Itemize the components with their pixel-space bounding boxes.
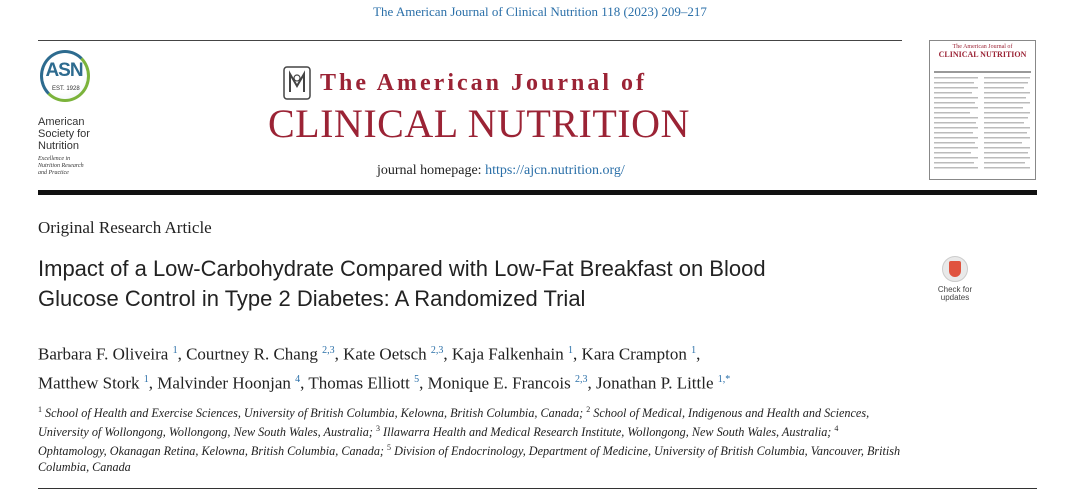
author-affiliation: 4: [295, 373, 301, 385]
asn-name-line: Society for: [38, 128, 90, 140]
author-affiliation: 1: [143, 373, 149, 385]
asn-logo-icon: [40, 50, 90, 102]
author-affiliation: 1: [691, 345, 697, 356]
author-name[interactable]: Monique E. Francois: [427, 373, 571, 393]
journal-title-line2: CLINICAL NUTRITION: [268, 101, 690, 146]
author-affiliation: 2,3: [574, 373, 588, 385]
author-affiliation: 5: [414, 373, 420, 385]
author-name[interactable]: Kara Crampton: [581, 344, 687, 364]
asn-est: EST. 1928: [52, 86, 80, 92]
author-name[interactable]: Jonathan P. Little: [595, 373, 714, 393]
asn-logo-block: ASN EST. 1928 American Society for Nutri…: [38, 50, 118, 180]
check-updates-line: Check for: [937, 285, 973, 294]
footer-rule: [38, 488, 1037, 489]
author-name[interactable]: Thomas Elliott: [308, 373, 410, 393]
asn-tagline: Excellence in Nutrition Research and Pra…: [38, 156, 118, 177]
author-name[interactable]: Matthew Stork: [38, 373, 140, 393]
affiliation-number: 4: [834, 424, 839, 434]
journal-title-line1: The American Journal of: [320, 70, 647, 96]
check-updates-label: Check for updates: [930, 286, 980, 302]
asn-name-line: Nutrition: [38, 140, 79, 152]
check-updates-line: updates: [940, 293, 970, 302]
cover-header: The American Journal of: [952, 44, 1013, 50]
affiliation-text: School of Health and Exercise Sciences, …: [45, 406, 584, 421]
affiliation-number: 2: [586, 405, 591, 414]
cover-title: CLINICAL NUTRITION: [938, 50, 1027, 59]
author-affiliation: 1,*: [717, 373, 731, 385]
asn-tagline-line: and Practice: [38, 170, 69, 176]
affiliation-text: Ophtamology, Okanagan Retina, Kelowna, B…: [38, 444, 384, 459]
affiliation-number: 5: [387, 443, 392, 453]
affiliation-number: 3: [376, 424, 380, 434]
asn-logo-text: ASN: [45, 60, 83, 81]
asn-name: American Society for Nutrition: [38, 116, 118, 152]
journal-cover-thumbnail[interactable]: The American Journal of CLINICAL NUTRITI…: [929, 40, 1036, 180]
article-title-line: Glucose Control in Type 2 Diabetes: A Ra…: [38, 286, 586, 311]
author-name[interactable]: Barbara F. Oliveira: [38, 344, 169, 364]
journal-emblem-icon: [283, 66, 311, 100]
affiliation-text: School of Medical, Indigenous and Health…: [38, 406, 870, 440]
author-affiliation: 2,3: [322, 345, 335, 356]
article-title-line: Impact of a Low-Carbohydrate Compared wi…: [38, 256, 766, 281]
homepage-link[interactable]: https://ajcn.nutrition.org/: [485, 163, 625, 178]
author-affiliation: 1: [568, 345, 574, 356]
journal-homepage: journal homepage: https://ajcn.nutrition…: [377, 163, 625, 179]
header-rule: [38, 40, 902, 41]
article-title: Impact of a Low-Carbohydrate Compared wi…: [38, 254, 918, 314]
author-name[interactable]: Malvinder Hoonjan: [157, 373, 291, 393]
affiliation-text: Illawarra Health and Medical Research In…: [383, 425, 832, 440]
author-affiliation: 2,3: [430, 345, 444, 356]
asn-tagline-line: Excellence in: [38, 156, 71, 162]
affiliation-text: Division of Endocrinology, Department of…: [38, 444, 901, 475]
affiliation-number: 1: [38, 405, 42, 414]
asn-name-line: American: [38, 116, 85, 128]
author-list: Barbara F. Oliveira 1, Courtney R. Chang…: [38, 344, 731, 393]
asn-tagline-line: Nutrition Research: [38, 163, 84, 169]
author-name[interactable]: Kaja Falkenhain: [451, 344, 564, 364]
homepage-label: journal homepage:: [377, 163, 486, 178]
affiliations: 1 School of Health and Exercise Sciences…: [38, 402, 908, 475]
journal-citation: The American Journal of Clinical Nutriti…: [373, 4, 707, 19]
author-name[interactable]: Kate Oetsch: [343, 344, 427, 364]
article-type: Original Research Article: [38, 218, 212, 237]
check-updates-icon: [942, 256, 968, 282]
author-affiliation: 1: [172, 345, 178, 356]
cover-contents-graphic: [934, 71, 1031, 169]
header-divider: [38, 190, 1037, 195]
author-name[interactable]: Courtney R. Chang: [186, 344, 318, 364]
check-for-updates-button[interactable]: Check for updates: [930, 256, 978, 308]
